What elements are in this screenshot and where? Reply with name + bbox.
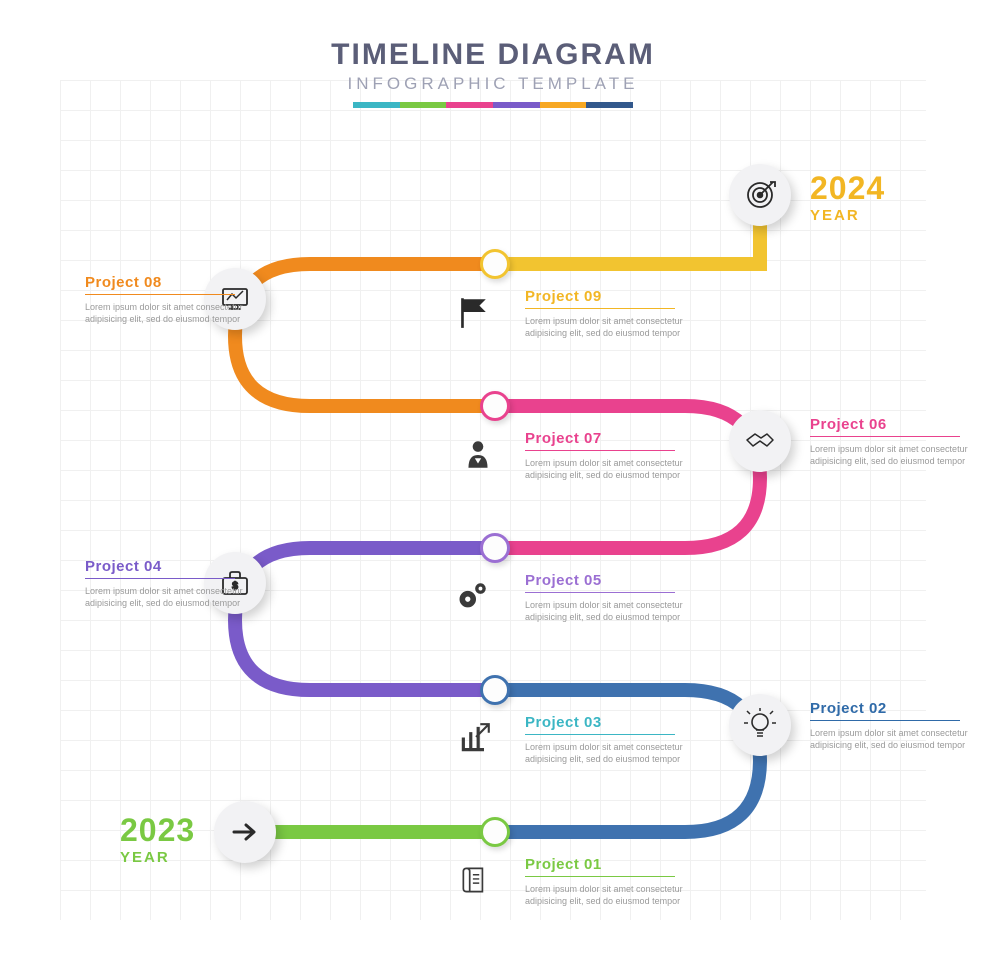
timeline-node-n03 [480, 675, 510, 705]
project-title: Project 09 [525, 288, 675, 309]
project-08: Project 08 Lorem ipsum dolor sit amet con… [85, 274, 275, 325]
project-03: Project 03 Lorem ipsum dolor sit amet con… [525, 714, 715, 765]
project-09: Project 09 Lorem ipsum dolor sit amet con… [525, 288, 715, 339]
project-body: Lorem ipsum dolor sit amet consectetur a… [525, 457, 695, 481]
year-end: 2024YEAR [810, 170, 885, 224]
flag-icon [452, 292, 492, 332]
project-body: Lorem ipsum dolor sit amet consectetur a… [85, 585, 255, 609]
project-title: Project 04 [85, 558, 235, 579]
project-body: Lorem ipsum dolor sit amet consectetur a… [525, 883, 695, 907]
header: TIMELINE DIAGRAM INFOGRAPHIC TEMPLATE [0, 38, 986, 108]
handshake-icon [743, 424, 777, 458]
project-01: Project 01 Lorem ipsum dolor sit amet con… [525, 856, 715, 907]
timeline-node-n05 [480, 533, 510, 563]
timeline-node-n01 [480, 817, 510, 847]
year-label: YEAR [120, 849, 195, 866]
project-title: Project 08 [85, 274, 235, 295]
project-title: Project 03 [525, 714, 675, 735]
year-start: 2023YEAR [120, 812, 195, 866]
timeline-node-end-target [729, 164, 791, 226]
page-title: TIMELINE DIAGRAM [0, 38, 986, 72]
project-06: Project 06 Lorem ipsum dolor sit amet con… [810, 416, 986, 467]
project-body: Lorem ipsum dolor sit amet consectetur a… [85, 301, 255, 325]
project-title: Project 05 [525, 572, 675, 593]
year-number: 2024 [810, 170, 885, 207]
timeline-node-n02 [729, 694, 791, 756]
page-subtitle: INFOGRAPHIC TEMPLATE [0, 74, 986, 94]
project-body: Lorem ipsum dolor sit amet consectetur a… [525, 315, 695, 339]
project-body: Lorem ipsum dolor sit amet consectetur a… [525, 741, 695, 765]
growth-icon [455, 718, 495, 758]
year-number: 2023 [120, 812, 195, 849]
project-title: Project 01 [525, 856, 675, 877]
bulb-icon [743, 708, 777, 742]
person-icon [458, 434, 498, 474]
timeline-node-n09 [480, 249, 510, 279]
year-label: YEAR [810, 207, 885, 224]
project-04: Project 04 Lorem ipsum dolor sit amet con… [85, 558, 275, 609]
gears-icon [452, 576, 492, 616]
path-segment [495, 195, 760, 264]
project-body: Lorem ipsum dolor sit amet consectetur a… [810, 443, 980, 467]
scroll-icon [455, 860, 495, 900]
timeline-node-n06 [729, 410, 791, 472]
project-title: Project 02 [810, 700, 960, 721]
project-05: Project 05 Lorem ipsum dolor sit amet con… [525, 572, 715, 623]
header-underline [353, 102, 633, 108]
project-07: Project 07 Lorem ipsum dolor sit amet con… [525, 430, 715, 481]
timeline-node-start-arrow [214, 801, 276, 863]
project-02: Project 02 Lorem ipsum dolor sit amet con… [810, 700, 986, 751]
project-body: Lorem ipsum dolor sit amet consectetur a… [525, 599, 695, 623]
project-title: Project 07 [525, 430, 675, 451]
project-body: Lorem ipsum dolor sit amet consectetur a… [810, 727, 980, 751]
arrow-icon [228, 815, 262, 849]
target-icon [743, 178, 777, 212]
project-title: Project 06 [810, 416, 960, 437]
timeline-node-n07 [480, 391, 510, 421]
